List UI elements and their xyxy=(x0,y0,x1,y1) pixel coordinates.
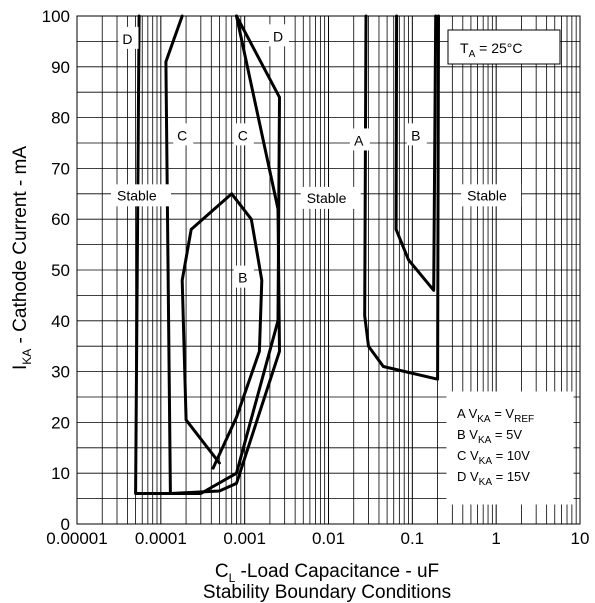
x-tick-label: 10 xyxy=(571,529,590,548)
x-axis-title-rest: -Load Capacitance - uF xyxy=(235,561,439,582)
curve-label: D xyxy=(273,28,283,44)
x-tick-label: 0.00001 xyxy=(46,529,107,548)
plot-frame xyxy=(76,15,581,525)
y-tick-label: 40 xyxy=(51,312,70,331)
x-tick-label: 0.001 xyxy=(223,529,266,548)
y-axis-title: IKA - Cathode Current - mA xyxy=(10,146,34,370)
curve-label-bg xyxy=(173,123,194,146)
boundary-curve-3 xyxy=(168,14,281,495)
region-label: Stable xyxy=(307,190,347,206)
region-label: Stable xyxy=(117,187,157,203)
curve-label-bg xyxy=(233,265,254,288)
region-label-bg xyxy=(110,184,171,207)
legend-entry: A VKA = VREF xyxy=(457,406,534,425)
legend-entry: C VKA = 10V xyxy=(457,448,530,467)
curve-label: B xyxy=(411,127,420,143)
boundary-curve-5 xyxy=(363,14,440,381)
curve-label-bg xyxy=(118,26,139,49)
boundary-curves xyxy=(134,14,440,495)
x-tick-label: 0.0001 xyxy=(135,529,187,548)
annotation-box xyxy=(447,29,561,65)
curve-label-bg xyxy=(269,24,290,47)
x-tick-label: 1 xyxy=(491,529,500,548)
y-axis-title-rest: - Cathode Current - mA xyxy=(10,146,31,349)
boundary-curve-6 xyxy=(394,14,438,292)
y-tick-label: 20 xyxy=(51,413,70,432)
curve-label: C xyxy=(177,127,187,143)
y-axis-title-sub: KA xyxy=(20,349,34,365)
legend-entry: D VKA = 15V xyxy=(457,469,530,488)
y-tick-label: 60 xyxy=(51,210,70,229)
curve-label-bg xyxy=(233,123,254,146)
y-tick-label: 50 xyxy=(51,261,70,280)
y-tick-label: 30 xyxy=(51,363,70,382)
tick-labels: 0.00001 0.0001 0.001 0.01 0.1 1 10010203040506… xyxy=(42,7,590,548)
y-tick-label: 90 xyxy=(51,58,70,77)
curve-label: C xyxy=(238,127,248,143)
curve-label-bg xyxy=(349,128,370,151)
curve-label-bg xyxy=(406,123,427,146)
boundary-curve-4 xyxy=(180,192,264,470)
region-label: Stable xyxy=(467,187,507,203)
svg-text:TA = 25°C: TA = 25°C xyxy=(460,40,522,60)
y-tick-label: 10 xyxy=(51,464,70,483)
annotation-main: T xyxy=(460,40,469,56)
temperature-annotation: TA = 25°C xyxy=(447,29,561,65)
x-axis-title-sub: L xyxy=(229,571,236,585)
curve-label: B xyxy=(238,270,247,286)
legend: A VKA = VREF B VKA = 5V C VKA = 10V D VKA =… xyxy=(446,391,574,505)
y-tick-label: 0 xyxy=(61,515,70,534)
curve-label: A xyxy=(354,132,364,148)
region-labels: Stable Stable Stable xyxy=(110,184,522,209)
legend-entry: B VKA = 5V xyxy=(457,427,522,446)
curve-label: D xyxy=(122,31,132,47)
annotation-sub: A xyxy=(469,49,476,60)
chart-caption: Stability Boundary Conditions xyxy=(203,582,451,603)
legend-box xyxy=(446,391,574,505)
x-axis-title: CL -Load Capacitance - uF xyxy=(215,561,439,585)
x-tick-label: 0.01 xyxy=(312,529,345,548)
curve-labels: D C C D B A B xyxy=(118,24,427,288)
boundary-curve-2 xyxy=(164,14,184,495)
annotation-rest: = 25°C xyxy=(475,40,522,56)
region-label-bg xyxy=(461,184,522,207)
boundary-curve-1 xyxy=(134,14,281,495)
x-axis-title-main: C xyxy=(215,561,229,582)
region-label-bg xyxy=(300,186,361,209)
y-tick-label: 80 xyxy=(51,109,70,128)
y-axis-title-main: I xyxy=(10,365,31,370)
y-tick-label: 100 xyxy=(42,7,70,26)
x-tick-label: 0.1 xyxy=(401,529,425,548)
y-tick-label: 70 xyxy=(51,159,70,178)
